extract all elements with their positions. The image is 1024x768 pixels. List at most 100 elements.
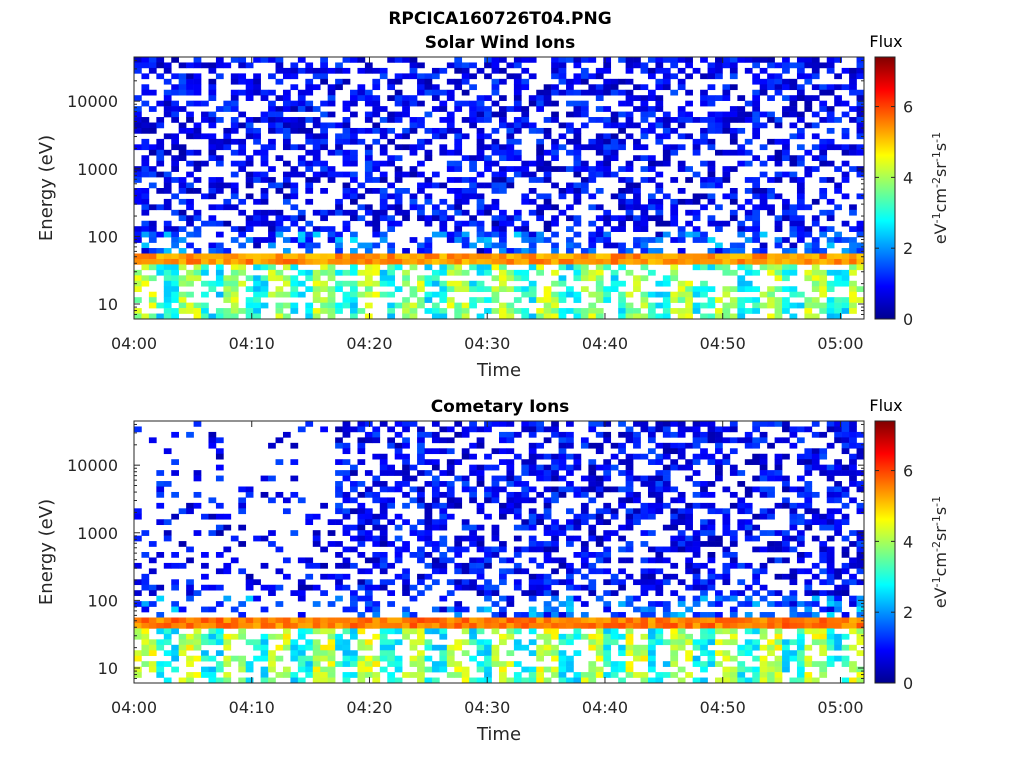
- heatmap-cell: [685, 57, 693, 63]
- heatmap-cell: [819, 633, 828, 640]
- heatmap-cell: [417, 138, 425, 145]
- heatmap-cell: [163, 535, 172, 542]
- heatmap-cell: [521, 166, 530, 172]
- heatmap-cell: [350, 308, 358, 314]
- heatmap-cell: [796, 617, 805, 624]
- heatmap-cell: [417, 655, 425, 662]
- heatmap-cell: [804, 584, 813, 591]
- heatmap-cell: [156, 204, 165, 211]
- heatmap-cell: [819, 62, 828, 69]
- heatmap-cell: [156, 672, 165, 678]
- heatmap-cell: [633, 253, 641, 260]
- heatmap-cell: [603, 431, 612, 438]
- heatmap-cell: [431, 209, 440, 216]
- heatmap-cell: [603, 557, 612, 564]
- heatmap-cell: [178, 308, 187, 314]
- heatmap-cell: [402, 481, 410, 487]
- heatmap-cell: [372, 557, 381, 564]
- heatmap-cell: [670, 308, 679, 314]
- heatmap-cell: [707, 612, 716, 618]
- heatmap-cell: [796, 215, 805, 222]
- heatmap-cell: [849, 442, 857, 449]
- heatmap-cell: [245, 89, 254, 96]
- heatmap-cell: [774, 286, 783, 293]
- heatmap-cell: [819, 231, 828, 238]
- heatmap-cell: [282, 644, 291, 651]
- heatmap-cell: [245, 160, 254, 167]
- heatmap-cell: [603, 633, 612, 640]
- heatmap-cell: [521, 220, 530, 227]
- heatmap-cell: [327, 237, 336, 243]
- heatmap-cell: [297, 253, 306, 260]
- heatmap-cell: [454, 253, 463, 260]
- heatmap-cell: [342, 291, 351, 298]
- heatmap-cell: [551, 431, 559, 438]
- heatmap-cell: [178, 264, 187, 271]
- heatmap-cell: [536, 144, 544, 151]
- heatmap-cell: [662, 661, 671, 667]
- heatmap-cell: [350, 628, 358, 635]
- heatmap-cell: [282, 117, 291, 123]
- heatmap-cell: [327, 601, 336, 607]
- heatmap-cell: [551, 568, 559, 575]
- heatmap-cell: [700, 502, 708, 509]
- heatmap-cell: [826, 655, 835, 662]
- heatmap-cell: [148, 149, 157, 156]
- heatmap-cell: [342, 475, 351, 482]
- heatmap-cell: [782, 198, 790, 205]
- heatmap-cell: [729, 138, 738, 145]
- heatmap-cell: [364, 421, 373, 427]
- heatmap-cell: [424, 253, 433, 260]
- heatmap-cell: [774, 149, 783, 156]
- heatmap-cell: [536, 193, 544, 200]
- heatmap-cell: [528, 188, 537, 194]
- heatmap-cell: [849, 264, 857, 271]
- heatmap-cell: [446, 297, 455, 303]
- heatmap-cell: [543, 286, 552, 293]
- heatmap-cell: [402, 519, 410, 526]
- heatmap-cell: [439, 117, 448, 123]
- heatmap-cell: [454, 535, 463, 542]
- heatmap-cell: [402, 628, 410, 635]
- heatmap-cell: [394, 486, 403, 493]
- heatmap-cell: [759, 672, 768, 678]
- heatmap-cell: [148, 568, 157, 575]
- heatmap-cell: [543, 530, 552, 536]
- heatmap-cell: [662, 470, 671, 476]
- heatmap-cell: [782, 144, 790, 151]
- heatmap-cell: [677, 144, 686, 151]
- heatmap-cell: [230, 193, 239, 200]
- heatmap-cell: [618, 661, 626, 667]
- heatmap-cell: [662, 502, 671, 509]
- heatmap-cell: [610, 149, 619, 156]
- heatmap-cell: [826, 470, 835, 476]
- heatmap-cell: [499, 188, 507, 194]
- heatmap-cell: [193, 628, 202, 635]
- heatmap-cell: [610, 122, 619, 129]
- heatmap-cell: [610, 622, 619, 629]
- heatmap-cell: [521, 117, 530, 123]
- heatmap-cell: [409, 584, 418, 591]
- heatmap-cell: [424, 552, 433, 558]
- heatmap-cell: [707, 639, 716, 646]
- heatmap-cell: [424, 524, 433, 531]
- heatmap-cell: [506, 253, 515, 260]
- heatmap-cell: [186, 546, 194, 553]
- heatmap-cell: [350, 633, 358, 640]
- heatmap-cell: [618, 258, 626, 265]
- heatmap-cell: [171, 166, 179, 172]
- heatmap-cell: [387, 661, 396, 667]
- heatmap-cell: [662, 481, 671, 487]
- heatmap-cell: [201, 573, 209, 580]
- heatmap-cell: [700, 204, 708, 211]
- heatmap-cell: [782, 209, 790, 216]
- heatmap-cell: [826, 644, 835, 651]
- heatmap-cell: [424, 73, 433, 80]
- heatmap-cell: [350, 57, 358, 63]
- heatmap-cell: [774, 677, 783, 684]
- heatmap-cell: [364, 209, 373, 216]
- heatmap-cell: [573, 275, 582, 282]
- heatmap-cell: [841, 552, 850, 558]
- heatmap-cell: [826, 639, 835, 646]
- heatmap-cell: [387, 248, 396, 254]
